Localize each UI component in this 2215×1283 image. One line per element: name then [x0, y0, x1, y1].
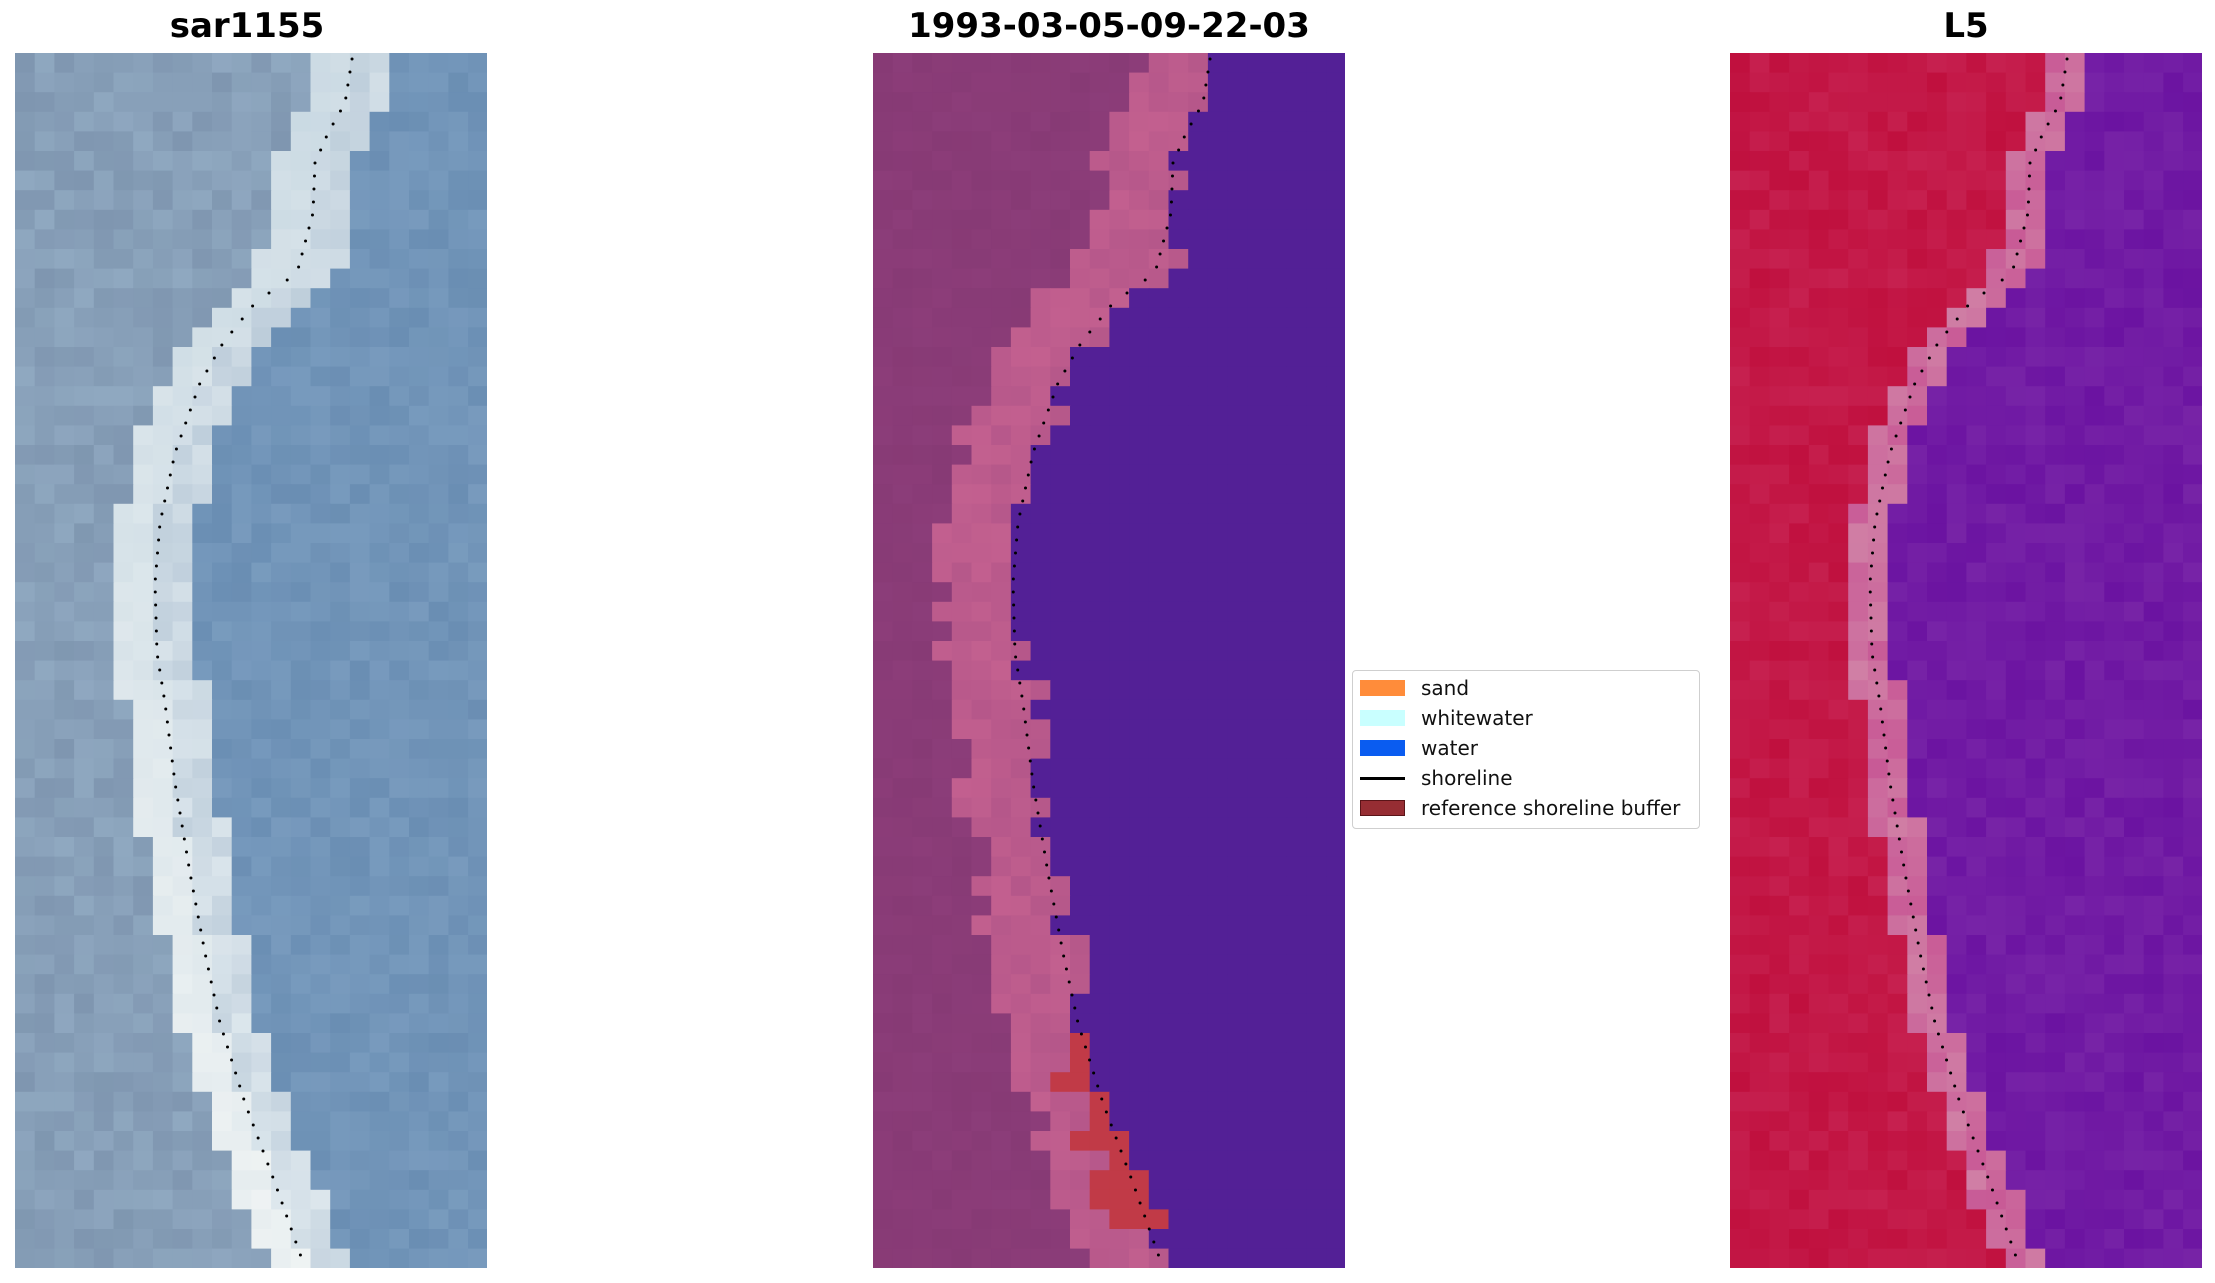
index-image: [1730, 53, 2202, 1268]
legend-label-reference-buffer: reference shoreline buffer: [1421, 796, 1681, 820]
legend-label-sand: sand: [1421, 676, 1470, 700]
classified-image-panel: [873, 53, 1345, 1268]
legend-item-reference-buffer: reference shoreline buffer: [1360, 796, 1680, 820]
classified-image: [873, 53, 1345, 1268]
index-image-panel: [1730, 53, 2202, 1268]
sand-swatch: [1360, 680, 1405, 696]
shoreline-line-swatch: [1360, 776, 1405, 780]
shoreline-dots: [153, 57, 354, 1257]
reference-buffer-swatch: [1360, 800, 1405, 816]
legend-label-shoreline: shoreline: [1421, 766, 1513, 790]
panel-title-classified: 1993-03-05-09-22-03: [908, 6, 1310, 46]
panel-title-index: L5: [1943, 6, 1989, 46]
whitewater-swatch: [1360, 710, 1405, 726]
rgb-image: [15, 53, 487, 1268]
shoreline-dots: [1868, 57, 2069, 1257]
legend-item-whitewater: whitewater: [1360, 706, 1533, 730]
legend: sand whitewater water shoreline referenc…: [1352, 670, 1700, 829]
legend-label-whitewater: whitewater: [1421, 706, 1533, 730]
water-swatch: [1360, 740, 1405, 756]
legend-item-water: water: [1360, 736, 1478, 760]
legend-label-water: water: [1421, 736, 1478, 760]
rgb-image-panel: [15, 53, 487, 1268]
shoreline-dots: [1011, 57, 1212, 1257]
legend-item-shoreline: shoreline: [1360, 766, 1513, 790]
panel-title-rgb: sar1155: [169, 6, 325, 46]
legend-item-sand: sand: [1360, 676, 1469, 700]
